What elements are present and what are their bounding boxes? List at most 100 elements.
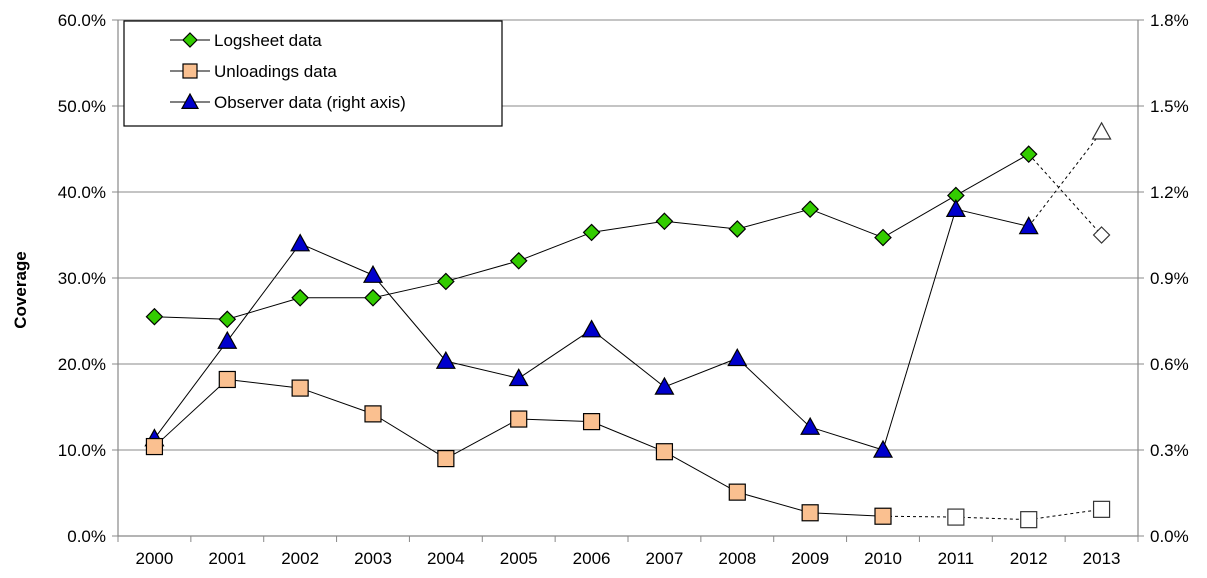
logsheet-data-segment [955,153,1029,196]
right-tick-label: 1.8% [1150,11,1189,30]
logsheet-data-segment [227,297,301,320]
unloadings-data-segment [810,512,884,517]
logsheet-data-segment [372,280,446,299]
unloadings-data-point [582,413,601,431]
observer-data-right-axis-point [581,319,602,338]
legend-marker [180,92,200,110]
observer-data-right-axis-segment [591,329,665,388]
unloadings-data-point [145,437,164,456]
observer-data-right-axis-point [654,376,675,395]
logsheet-data-point [437,272,455,291]
unloadings-data-segment [1028,508,1102,521]
logsheet-data-segment [1028,153,1102,236]
logsheet-data-point [1092,226,1111,244]
logsheet-data-point [145,307,164,326]
observer-data-right-axis-segment [154,340,228,439]
observer-data-right-axis-segment [445,360,519,379]
unloadings-data-segment [227,378,301,389]
observer-data-right-axis-segment [518,329,592,379]
right-tick-label: 0.3% [1150,441,1189,460]
legend-label: Unloadings data [214,62,337,81]
unloadings-data-segment [955,516,1029,521]
observer-data-right-axis-point [872,439,894,458]
observer-data-right-axis-segment [664,357,738,388]
observer-data-right-axis-segment [955,208,1029,227]
axes [112,19,1144,542]
logsheet-data-point [655,212,674,231]
legend-label: Observer data (right axis) [214,93,406,112]
x-tick-label: 2009 [791,549,829,568]
logsheet-data-point [509,251,528,270]
left-tick-label: 0.0% [67,527,106,546]
left-axis-tick-labels: 0.0% 10.0% 20.0% 30.0% 40.0% 50.0% 60.0% [58,11,106,546]
right-tick-label: 0.6% [1150,355,1189,374]
observer-data-right-axis-point [508,368,529,387]
x-tick-label: 2013 [1083,549,1121,568]
observer-data-right-axis-segment [736,357,811,428]
x-tick-label: 2003 [354,549,392,568]
logsheet-data-segment [809,208,884,239]
unloadings-data-point [874,507,892,525]
unloadings-data-point [947,508,965,526]
observer-data-right-axis-point [362,264,384,283]
logsheet-data-point [874,228,892,247]
x-tick-label: 2008 [718,549,756,568]
x-axis-tick-labels: 2000 2001 2002 2003 2004 2005 2006 2007 2008 2009… [136,549,1121,568]
logsheet-data-point [582,223,601,242]
legend: Logsheet data Unloadings data Observer dat… [123,20,503,127]
legend-marker [182,63,198,79]
logsheet-data-point [291,288,309,307]
observer-data-right-axis-point [435,350,456,369]
unloadings-data-segment [372,413,447,460]
x-tick-label: 2001 [208,549,246,568]
left-tick-label: 30.0% [58,269,106,288]
x-tick-label: 2010 [864,549,902,568]
unloadings-data-segment [664,451,738,493]
right-tick-label: 0.0% [1150,527,1189,546]
observer-data-right-axis-segment [372,274,447,362]
y-axis-title: Coverage [11,251,30,328]
observer-data-right-axis-segment [882,209,957,451]
unloadings-data-segment [154,379,228,447]
observer-data-right-axis-point [217,330,238,349]
unloadings-data-point [728,483,746,501]
unloadings-data-segment [737,491,811,514]
legend-label: Logsheet data [214,31,322,50]
left-tick-label: 40.0% [58,183,106,202]
logsheet-data-point [801,200,819,219]
observer-data-right-axis-point [945,198,966,217]
observer-data-right-axis-segment [226,243,301,342]
left-tick-label: 10.0% [58,441,106,460]
x-tick-label: 2002 [281,549,319,568]
logsheet-data-segment [154,316,228,320]
left-tick-label: 20.0% [58,355,106,374]
x-tick-label: 2007 [646,549,684,568]
x-tick-label: 2004 [427,549,465,568]
logsheet-data-point [364,288,382,307]
unloadings-data-point [655,443,674,461]
unloadings-data-point [1092,500,1111,518]
observer-data-right-axis-point [1091,121,1112,140]
observer-data-right-axis-segment [1028,131,1102,227]
observer-data-right-axis-point [800,416,821,435]
series-markers [144,121,1112,529]
unloadings-data-segment [445,418,519,460]
logsheet-data-point [1019,145,1038,164]
right-tick-label: 1.5% [1150,97,1189,116]
legend-marker [182,32,198,48]
observer-data-right-axis-segment [299,243,374,276]
right-axis-tick-labels: 0.0% 0.3% 0.6% 0.9% 1.2% 1.5% 1.8% [1150,11,1189,546]
left-tick-label: 50.0% [58,97,106,116]
unloadings-data-point [510,410,528,428]
x-tick-label: 2000 [136,549,174,568]
series-layer [144,121,1112,529]
observer-data-right-axis-point [290,233,311,252]
logsheet-data-point [728,220,747,238]
x-tick-label: 2012 [1010,549,1048,568]
right-tick-label: 0.9% [1150,269,1189,288]
logsheet-data-segment [445,260,519,282]
unloadings-data-segment [518,418,592,423]
logsheet-data-segment [518,231,592,262]
unloadings-data-point [364,405,382,423]
